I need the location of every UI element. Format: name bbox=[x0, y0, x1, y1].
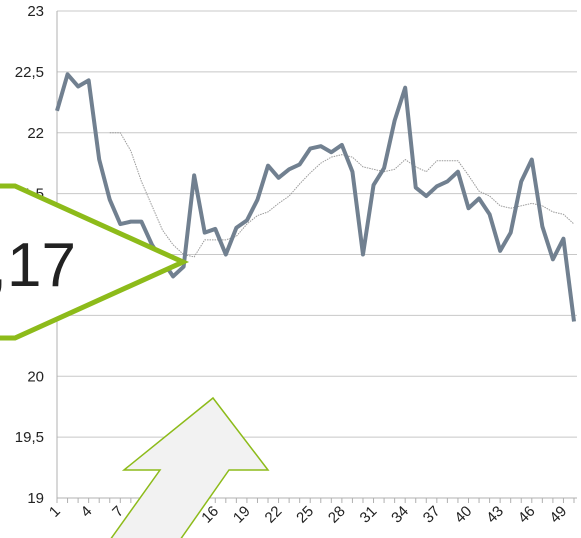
series-line bbox=[55, 72, 576, 322]
overlay: ,17 bbox=[0, 183, 270, 538]
x-tick-label: 25 bbox=[293, 503, 317, 527]
x-tick-label: 7 bbox=[109, 503, 127, 521]
x-tick-label: 31 bbox=[357, 503, 381, 527]
arrow bbox=[110, 396, 270, 538]
x-tick-label: 43 bbox=[483, 503, 507, 527]
y-tick-label: 22,5 bbox=[15, 64, 44, 81]
y-tick-label: 19,5 bbox=[15, 429, 44, 446]
y-tick-label: 20 bbox=[27, 368, 44, 385]
x-tick-label: 49 bbox=[546, 503, 570, 527]
x-tick-label: 19 bbox=[230, 503, 254, 527]
hexagon-callout bbox=[0, 183, 190, 341]
y-tick-label: 19 bbox=[27, 490, 44, 507]
x-tick-label: 22 bbox=[262, 503, 286, 527]
x-tick-label: 37 bbox=[420, 503, 444, 527]
series-line bbox=[109, 132, 575, 258]
x-tick-label: 46 bbox=[515, 503, 539, 527]
y-tick-label: 23 bbox=[27, 3, 44, 20]
x-tick-label: 4 bbox=[78, 503, 96, 521]
x-tick-label: 28 bbox=[325, 503, 349, 527]
x-tick-label: 1 bbox=[46, 503, 64, 521]
y-tick-label: 22 bbox=[27, 125, 44, 142]
x-tick-label: 34 bbox=[388, 503, 412, 527]
callout-text: ,17 bbox=[0, 231, 76, 300]
x-tick-label: 40 bbox=[451, 503, 475, 527]
